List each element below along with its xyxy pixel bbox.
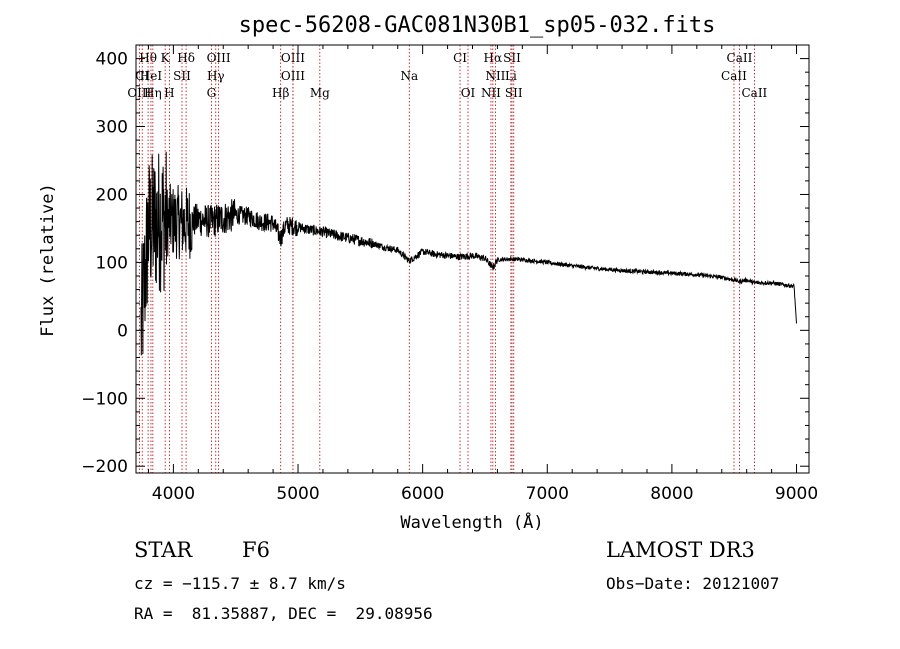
spectral-line-label: Hγ [207, 69, 225, 83]
spectral-line-label: OI [461, 86, 476, 100]
spectral-line-label: Na [400, 69, 418, 83]
y-tick-label: −100 [81, 389, 128, 409]
y-tick-label: 0 [117, 321, 128, 341]
x-tick-label: 5000 [276, 484, 319, 504]
spectral-line-label: SII [505, 86, 523, 100]
spectral-line-label: CaII [727, 51, 753, 65]
spectral-line-label: OIII [281, 69, 305, 83]
spectral-line-label: NII [481, 86, 501, 100]
y-axis-ticks: −200 −100 0 100 200 300 400 [81, 50, 809, 477]
redshift-text: cz = −115.7 ± 8.7 km/s [134, 574, 346, 593]
x-tick-label: 9000 [775, 484, 818, 504]
coordinates: RA = 81.35887, DEC = 29.08956 [134, 604, 433, 623]
spectral-line-label: Hθ [139, 51, 157, 65]
y-tick-label: −200 [81, 457, 128, 477]
chart-title: spec-56208-GAC081N30B1_sp05-032.fits [239, 13, 716, 38]
y-axis-label: Flux (relative) [38, 183, 58, 337]
spectral-line-label: CI [453, 51, 467, 65]
spectral-line-label: NII [485, 69, 505, 83]
spectral-line-label: SII [173, 69, 191, 83]
spectral-line-label: Hδ [177, 51, 195, 65]
spectral-line-label: K [161, 51, 171, 65]
spectral-line-label: H [164, 86, 174, 100]
spectral-line-label: Hη [144, 86, 162, 100]
spectral-line-label: CaII [741, 86, 767, 100]
x-tick-label: 4000 [152, 484, 195, 504]
spectral-line-label: HeI [140, 69, 163, 83]
survey-name: LAMOST DR3 [606, 538, 755, 562]
spectral-line-label: OIII [281, 51, 305, 65]
spectral-line-label: G [207, 86, 217, 100]
spectral-line-label: Mg [310, 86, 330, 100]
y-tick-label: 200 [96, 185, 128, 205]
x-axis-label: Wavelength (Å) [400, 511, 543, 533]
spectral-line-label: Hβ [272, 86, 289, 100]
spectrum-line [140, 151, 797, 356]
x-tick-label: 8000 [650, 484, 693, 504]
spectral-line-label: CaII [721, 69, 747, 83]
y-tick-label: 400 [96, 50, 128, 70]
y-tick-label: 100 [96, 253, 128, 273]
plot-frame [135, 44, 810, 474]
spectral-line-label: OIII [207, 51, 231, 65]
subclass: F6 [242, 538, 270, 562]
spectral-line-label: OIII [127, 86, 151, 100]
spectral-line-label: Hα [484, 51, 503, 65]
spectral-line-label: Li [505, 69, 517, 83]
x-tick-label: 7000 [526, 484, 569, 504]
x-tick-label: 6000 [401, 484, 444, 504]
y-tick-label: 300 [96, 118, 128, 138]
x-axis-ticks: 4000 5000 6000 7000 8000 9000 [147, 45, 818, 504]
obs-date: Obs−Date: 20121007 [606, 574, 780, 593]
spectral-line-label: SII [503, 51, 521, 65]
object-class: STAR [134, 538, 193, 562]
